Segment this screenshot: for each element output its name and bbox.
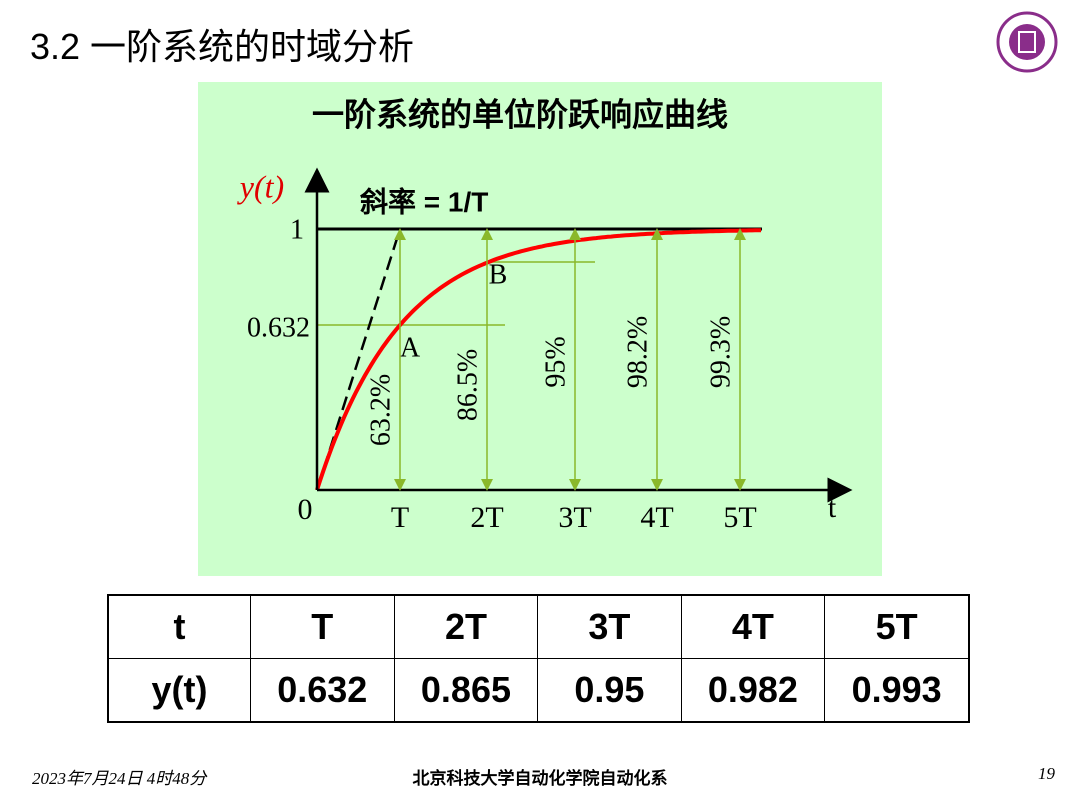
table-cell: 0.865	[393, 658, 539, 723]
page-number: 19	[1038, 764, 1055, 783]
figure-bg	[198, 82, 882, 576]
table-cell: 0.95	[537, 658, 682, 723]
table-cell: 4T	[680, 594, 826, 659]
table-cell: 0.993	[824, 658, 970, 723]
table-cell: T	[249, 594, 395, 659]
slide-title: 3.2 一阶系统的时域分析	[30, 26, 415, 67]
percent-label: 95%	[540, 336, 571, 387]
point-label: B	[489, 259, 508, 290]
figure-title: 一阶系统的单位阶跃响应曲线	[312, 96, 728, 132]
y-tick-label: 1	[290, 214, 304, 245]
table-cell: 0.632	[249, 658, 395, 723]
x-tick-label: 5T	[723, 501, 756, 534]
point-label: A	[400, 332, 421, 363]
percent-label: 98.2%	[622, 316, 653, 388]
response-curve	[315, 228, 762, 491]
percent-label: 63.2%	[365, 374, 396, 446]
data-table: t T 2T 3T 4T 5T y(t) 0.632 0.865 0.95 0.982 0.993	[107, 594, 970, 723]
footer-date: 2023年7月24日 4时48分	[32, 769, 207, 788]
x-tick-label: 3T	[558, 501, 591, 534]
table-cell: t	[107, 594, 251, 659]
origin-label: 0	[298, 493, 313, 526]
y-label: y(t)	[237, 168, 284, 204]
table-row: t T 2T 3T 4T 5T	[107, 594, 970, 659]
x-tick-label: T	[391, 501, 409, 534]
x-tick-label: 4T	[640, 501, 673, 534]
table-row: y(t) 0.632 0.865 0.95 0.982 0.993	[107, 658, 970, 723]
percent-label: 86.5%	[452, 349, 483, 421]
slope-label: 斜率 = 1/T	[360, 185, 488, 217]
table-cell: 3T	[537, 594, 682, 659]
percent-label: 99.3%	[705, 316, 736, 388]
table-cell: 0.982	[680, 658, 826, 723]
table-cell: 5T	[824, 594, 970, 659]
logo	[996, 11, 1058, 73]
table-cell: y(t)	[107, 658, 251, 723]
y-tick-label: 0.632	[247, 312, 310, 343]
x-label: t	[828, 491, 837, 524]
footer-school: 北京科技大学自动化学院自动化系	[412, 769, 668, 788]
x-tick-label: 2T	[470, 501, 503, 534]
table-cell: 2T	[393, 594, 539, 659]
